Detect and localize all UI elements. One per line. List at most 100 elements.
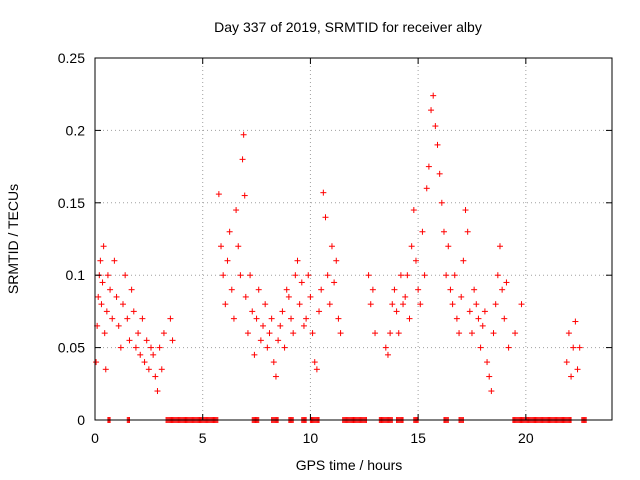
data-point [408, 243, 415, 250]
data-point [365, 272, 372, 279]
y-tick-label: 0.25 [58, 50, 85, 66]
data-point [240, 131, 247, 138]
data-point [309, 330, 316, 337]
y-tick-label: 0.05 [58, 340, 85, 356]
data-point [337, 330, 344, 337]
data-point [226, 228, 233, 235]
data-point [421, 272, 428, 279]
data-point [277, 322, 284, 329]
data-point [241, 192, 248, 199]
data-point [107, 286, 114, 293]
data-point [109, 315, 116, 322]
data-point [143, 337, 150, 344]
data-point [503, 279, 510, 286]
data-point [253, 315, 260, 322]
data-point [397, 272, 404, 279]
data-point [572, 318, 579, 325]
data-point [141, 359, 148, 366]
data-point [128, 286, 135, 293]
data-point [307, 293, 314, 300]
data-point [464, 228, 471, 235]
data-point [266, 330, 273, 337]
x-tick-label: 0 [91, 430, 99, 446]
data-point [430, 92, 437, 99]
data-point [281, 344, 288, 351]
data-point [458, 293, 465, 300]
x-tick-label: 20 [518, 430, 534, 446]
data-point [574, 366, 581, 373]
data-point [484, 359, 491, 366]
data-point [412, 257, 419, 264]
data-point [565, 330, 572, 337]
data-point [576, 344, 583, 351]
data-point [124, 315, 131, 322]
data-point [290, 330, 297, 337]
data-point [126, 337, 133, 344]
data-point [468, 330, 475, 337]
data-point [402, 293, 409, 300]
data-point [451, 272, 458, 279]
data-point [333, 257, 340, 264]
data-point [148, 344, 155, 351]
data-point [417, 301, 424, 308]
data-point [466, 308, 473, 315]
data-point [150, 351, 157, 358]
data-point [111, 257, 118, 264]
data-point [445, 243, 452, 250]
data-point [367, 301, 374, 308]
data-point [224, 257, 231, 264]
data-point [316, 308, 323, 315]
data-point [372, 330, 379, 337]
data-point [285, 293, 292, 300]
data-point [423, 185, 430, 192]
data-point [477, 344, 484, 351]
data-point [218, 243, 225, 250]
data-point [322, 214, 329, 221]
data-point [496, 243, 503, 250]
data-point [99, 279, 106, 286]
data-point [410, 207, 417, 214]
data-point [303, 315, 310, 322]
data-point [488, 388, 495, 395]
data-point [115, 322, 122, 329]
data-point [432, 123, 439, 130]
data-point [568, 373, 575, 380]
data-point [328, 243, 335, 250]
data-point [494, 272, 501, 279]
data-point [235, 243, 242, 250]
data-point [481, 308, 488, 315]
data-point [117, 344, 124, 351]
data-point [384, 351, 391, 358]
data-point [255, 286, 262, 293]
data-point [257, 337, 264, 344]
data-point [447, 286, 454, 293]
data-point [440, 228, 447, 235]
data-point [305, 272, 312, 279]
data-point [456, 330, 463, 337]
data-point [249, 308, 256, 315]
data-point [132, 344, 139, 351]
data-point [479, 322, 486, 329]
x-tick-label: 10 [303, 430, 319, 446]
data-point [311, 359, 318, 366]
data-point [570, 344, 577, 351]
data-point [279, 308, 286, 315]
data-point [233, 207, 240, 214]
data-point [382, 344, 389, 351]
data-point [139, 315, 146, 322]
data-point [512, 330, 519, 337]
data-point [135, 330, 142, 337]
data-point [419, 228, 426, 235]
data-point [326, 301, 333, 308]
data-point [518, 301, 525, 308]
data-point [215, 191, 222, 198]
axis-ticks: 0 0.05 0.1 0.15 0.2 0.25 0 5 10 15 20 [58, 50, 612, 446]
data-point [400, 301, 407, 308]
data-point [160, 330, 167, 337]
data-point [563, 359, 570, 366]
data-point [103, 308, 110, 315]
data-point [270, 359, 277, 366]
data-point [475, 315, 482, 322]
data-point [490, 330, 497, 337]
